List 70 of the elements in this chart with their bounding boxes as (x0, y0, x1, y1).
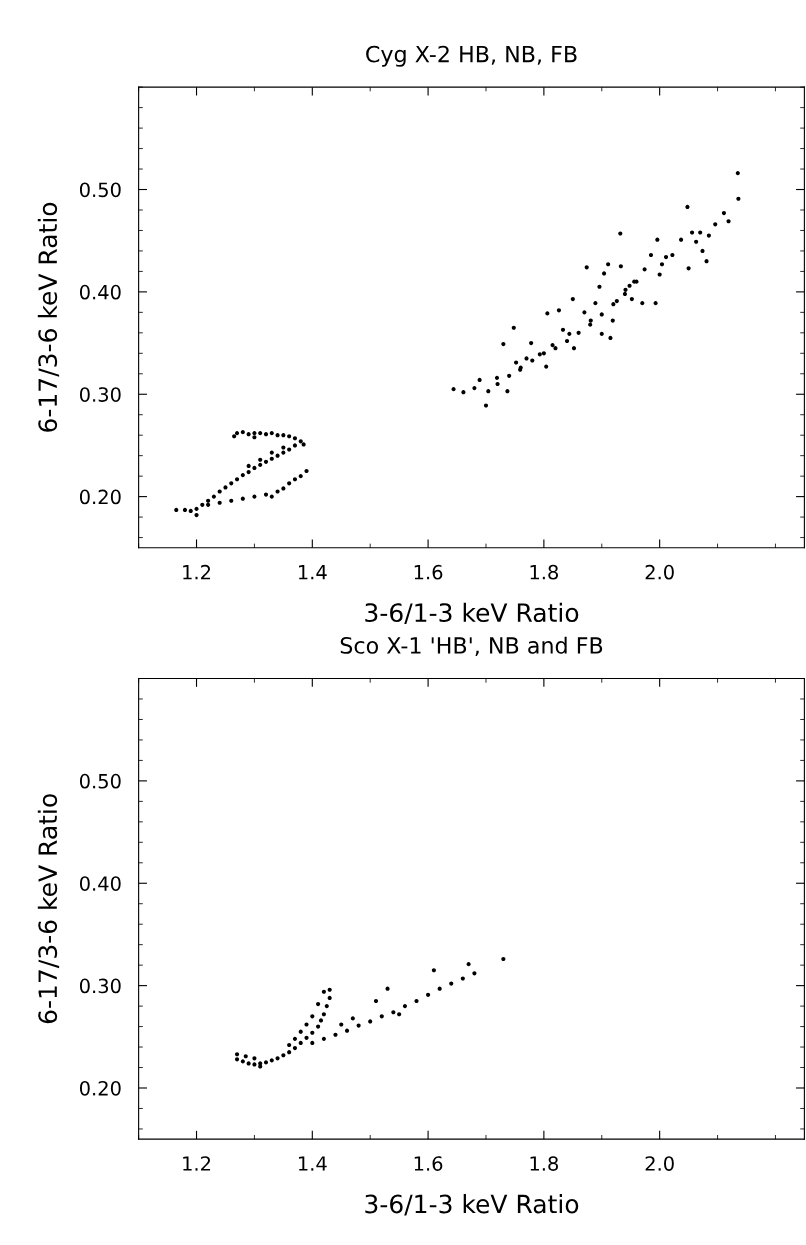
point (316, 1001, 321, 1007)
x-tick-label: 1.2 (183, 1156, 211, 1171)
point (426, 992, 431, 997)
point (318, 1018, 324, 1023)
x-tick-label: 1.8 (530, 564, 559, 580)
point (402, 1004, 408, 1009)
point (298, 1029, 303, 1034)
point (379, 1014, 384, 1019)
x-axis-title: 3-6/1-3 keV Ratio (365, 1194, 579, 1216)
x-tick-label: 2.0 (645, 1156, 674, 1171)
point (397, 1012, 402, 1017)
y-tick-label: 0.30 (79, 387, 121, 402)
point (321, 1036, 326, 1041)
point (310, 1040, 315, 1046)
point (344, 1028, 350, 1033)
point (304, 1035, 309, 1040)
point (327, 987, 332, 992)
point (281, 1053, 286, 1058)
chart-title: Sco X-1 'HB', NB and FB (340, 636, 603, 657)
point (252, 1056, 257, 1061)
point (234, 1057, 240, 1062)
point (333, 1032, 338, 1037)
point (391, 1010, 396, 1015)
x-tick-label: 1.4 (298, 565, 327, 580)
point (460, 976, 465, 981)
point (263, 1060, 269, 1065)
point (368, 1019, 373, 1024)
x-tick-label: 1.2 (183, 564, 211, 580)
x-axis-title: 3-6/1-3 keV Ratio (365, 602, 579, 625)
point (287, 1050, 292, 1055)
point (327, 995, 332, 1000)
y-tick-label: 0.40 (79, 284, 121, 300)
x-tick-label: 1.6 (414, 564, 443, 580)
point (292, 1036, 298, 1041)
y-tick-label: 0.30 (79, 978, 121, 994)
y-tick-label: 0.20 (79, 489, 121, 505)
point (269, 1058, 274, 1063)
y-axis-title: 6-17/3-6 keV Ratio (37, 202, 60, 432)
point (287, 1042, 292, 1048)
point (310, 1030, 315, 1035)
point (292, 1045, 298, 1051)
point (316, 1024, 321, 1029)
point (310, 1014, 315, 1019)
point (472, 971, 477, 976)
chart-title: Cyg X-2 HB, NB, FB (366, 45, 577, 67)
x-tick-label: 1.8 (530, 1156, 559, 1171)
y-tick-label: 0.20 (79, 1080, 121, 1096)
point (501, 956, 506, 962)
point (321, 1012, 326, 1017)
point (234, 1052, 240, 1057)
y-axis-title: 6-17/3-6 keV Ratio (37, 794, 60, 1024)
y-tick-label: 0.40 (79, 876, 121, 891)
y-tick-label: 0.50 (79, 773, 121, 789)
point (324, 1004, 329, 1009)
point (466, 962, 471, 967)
point (437, 986, 442, 991)
point (243, 1054, 248, 1059)
x-tick-label: 2.0 (645, 564, 674, 580)
point (298, 1040, 303, 1046)
point (321, 989, 326, 994)
point (449, 981, 454, 986)
y-tick-label: 0.50 (79, 182, 121, 198)
point (258, 1064, 263, 1069)
x-tick-label: 1.4 (298, 1156, 327, 1171)
point (304, 1022, 309, 1027)
point (350, 1016, 355, 1021)
point (240, 1059, 245, 1064)
point (339, 1022, 344, 1027)
x-tick-label: 1.6 (414, 1156, 443, 1171)
point (431, 968, 436, 973)
